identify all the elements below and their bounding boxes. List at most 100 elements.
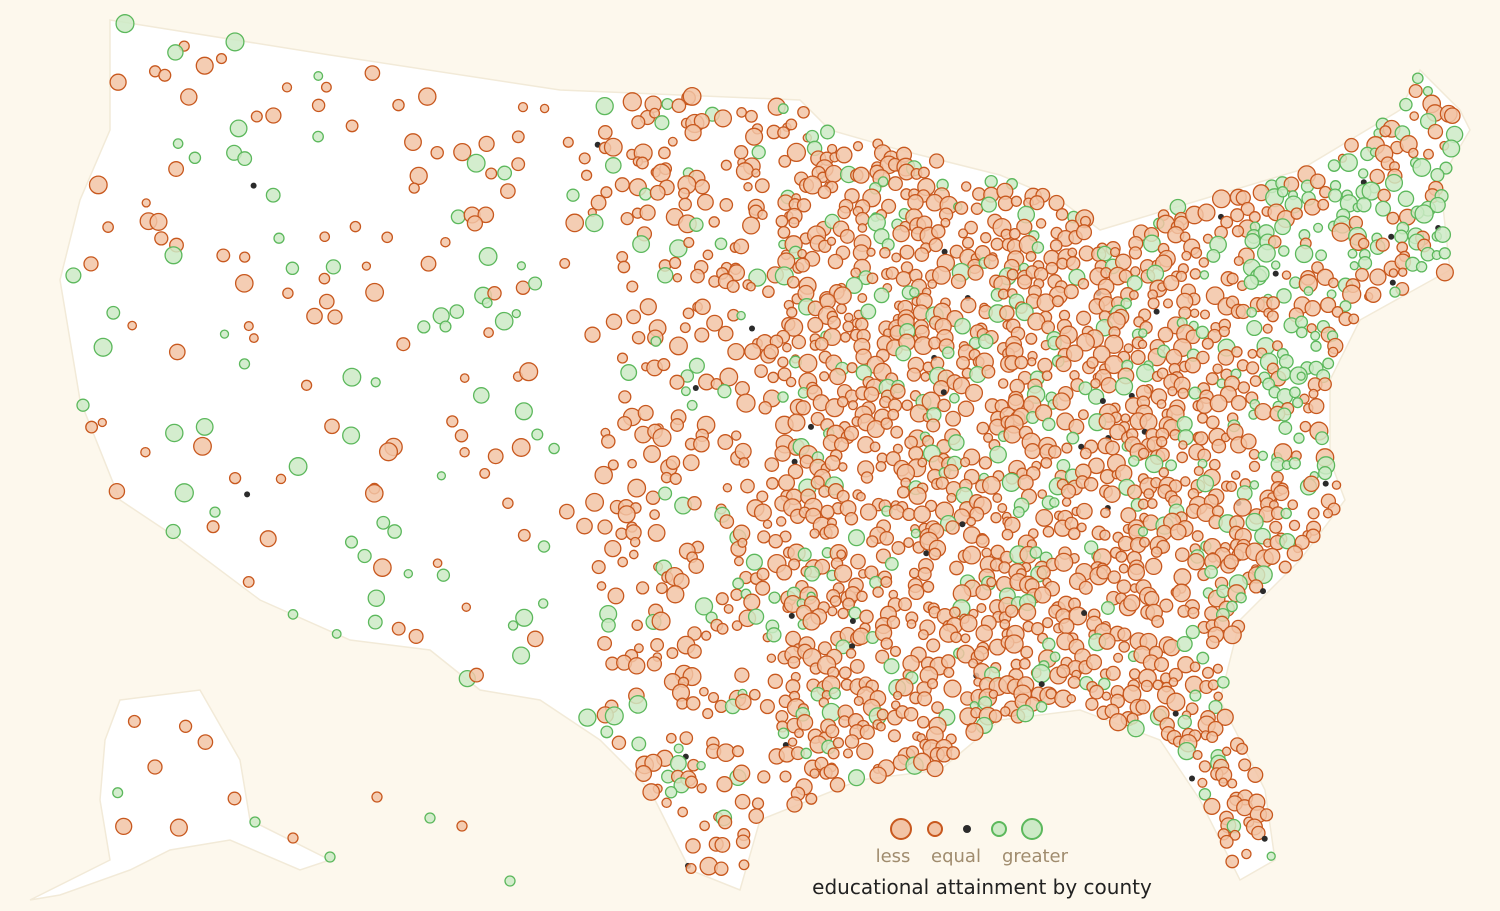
county-marker — [1180, 476, 1191, 487]
county-marker — [671, 98, 687, 114]
county-marker — [597, 635, 613, 651]
county-marker — [342, 426, 361, 445]
county-marker — [392, 98, 405, 112]
county-marker — [639, 298, 657, 316]
county-marker — [895, 345, 912, 362]
county-marker — [1307, 507, 1320, 520]
county-marker — [585, 492, 605, 512]
county-marker — [730, 588, 743, 601]
county-marker — [856, 590, 868, 603]
county-marker — [387, 524, 402, 539]
county-marker — [265, 187, 281, 203]
county-marker — [1068, 418, 1085, 435]
county-marker — [713, 109, 733, 128]
county-marker — [1189, 661, 1201, 673]
county-marker — [83, 256, 99, 272]
county-marker — [848, 606, 862, 620]
county-marker — [228, 471, 242, 485]
county-marker — [1076, 332, 1095, 352]
county-marker — [917, 166, 930, 179]
county-marker — [97, 417, 107, 428]
county-marker — [632, 235, 651, 254]
county-marker — [1100, 507, 1111, 519]
county-marker — [744, 342, 762, 361]
county-marker — [943, 666, 955, 679]
county-marker — [888, 504, 905, 520]
county-marker — [702, 249, 714, 261]
county-marker — [665, 455, 681, 470]
county-marker — [244, 491, 251, 498]
county-marker — [1233, 255, 1244, 267]
county-marker — [365, 282, 385, 302]
county-marker — [1438, 247, 1451, 260]
county-marker — [1226, 600, 1238, 613]
county-marker — [229, 119, 248, 138]
county-marker — [661, 797, 672, 809]
county-marker — [902, 507, 916, 522]
county-marker — [1278, 421, 1293, 435]
county-marker — [580, 169, 593, 181]
county-marker — [1331, 480, 1342, 490]
county-marker — [1375, 200, 1392, 217]
county-marker — [1118, 563, 1129, 574]
legend-label: less — [876, 846, 911, 867]
county-marker — [857, 293, 868, 303]
county-marker — [845, 276, 863, 294]
county-marker — [1105, 665, 1121, 681]
county-marker — [866, 247, 876, 257]
county-marker — [631, 330, 646, 345]
county-marker — [943, 679, 962, 698]
county-marker — [115, 14, 135, 34]
county-marker — [824, 164, 843, 183]
county-marker — [165, 523, 181, 540]
county-marker — [734, 442, 752, 460]
county-marker — [1029, 546, 1043, 559]
county-marker — [436, 471, 447, 481]
county-marker — [744, 109, 758, 123]
county-marker — [478, 247, 498, 266]
county-marker — [605, 313, 623, 331]
county-marker — [1213, 691, 1224, 702]
county-marker — [109, 73, 127, 91]
county-marker — [740, 478, 755, 494]
county-marker — [787, 655, 801, 669]
county-marker — [1318, 466, 1333, 481]
county-marker — [694, 298, 711, 316]
county-marker — [1130, 266, 1141, 277]
county-marker — [1197, 203, 1216, 222]
county-marker — [715, 592, 729, 606]
county-marker — [833, 436, 850, 453]
county-marker — [1205, 286, 1225, 306]
county-marker — [1274, 218, 1292, 236]
county-marker — [954, 317, 971, 335]
county-marker — [800, 747, 812, 760]
county-marker — [1212, 363, 1223, 374]
county-marker — [768, 591, 781, 604]
county-marker — [1143, 488, 1155, 500]
county-marker — [1031, 241, 1045, 254]
county-marker — [638, 187, 653, 201]
county-marker — [1278, 245, 1290, 257]
county-marker — [940, 389, 947, 396]
county-marker — [168, 343, 186, 361]
county-marker — [1253, 265, 1270, 283]
county-marker — [149, 212, 168, 231]
county-marker — [318, 293, 335, 310]
county-marker — [777, 727, 790, 739]
county-marker — [140, 446, 151, 458]
county-marker — [1055, 356, 1072, 373]
county-marker — [1042, 617, 1054, 629]
county-marker — [863, 386, 880, 403]
county-marker — [1223, 553, 1239, 570]
county-marker — [1058, 618, 1075, 635]
county-marker — [180, 88, 198, 106]
county-marker — [829, 595, 842, 607]
county-marker — [731, 620, 743, 631]
county-marker — [682, 307, 695, 320]
county-marker — [1076, 502, 1093, 520]
county-marker — [1423, 148, 1434, 160]
county-marker — [642, 783, 661, 801]
county-marker — [1328, 188, 1343, 203]
county-marker — [748, 688, 761, 701]
county-marker — [1092, 345, 1111, 364]
